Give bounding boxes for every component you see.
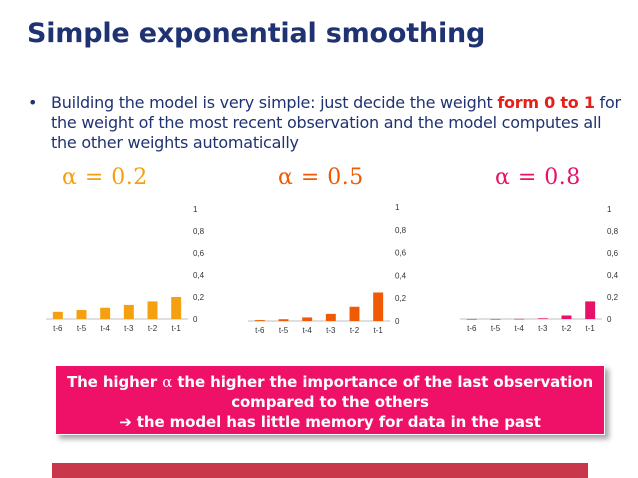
alpha-label-2: α = 0.5 <box>278 165 364 190</box>
bar-alpha-0-5-t-5 <box>278 319 289 321</box>
y-tick-label: 0,8 <box>607 227 619 236</box>
bar-alpha-0-5-t-1 <box>373 292 384 321</box>
y-tick-label: 1 <box>607 205 612 214</box>
alpha-symbol: α <box>162 373 173 391</box>
y-tick-label: 0 <box>607 315 612 324</box>
y-tick-label: 0,2 <box>193 293 205 302</box>
x-tick-label: t-5 <box>491 324 501 333</box>
alpha-label-3: α = 0.8 <box>495 165 581 190</box>
x-tick-label: t-3 <box>124 324 134 333</box>
x-tick-label: t-2 <box>350 326 360 335</box>
x-tick-label: t-5 <box>77 324 87 333</box>
slide-title: Simple exponential smoothing <box>27 18 486 49</box>
y-tick-label: 0,4 <box>607 271 619 280</box>
bullet-text-after: for the weight of the most recent observ… <box>51 93 621 152</box>
x-tick-label: t-2 <box>562 324 572 333</box>
y-tick-label: 0,6 <box>193 249 205 258</box>
bar-chart-alpha-0-2: 0 0,2 0,4 0,6 0,8 1 t-6 t-5 t-4 t-3 t-2 t-1 <box>46 205 205 333</box>
bar-alpha-0-8-t-2 <box>561 315 572 319</box>
x-tick-label: t-6 <box>53 324 63 333</box>
y-tick-label: 0,8 <box>395 226 407 235</box>
y-tick-label: 0 <box>395 317 400 326</box>
bar-alpha-0-8-t-5 <box>490 318 501 320</box>
bullet-text: Building the model is very simple: just … <box>51 93 628 153</box>
bar-alpha-0-2-t-4 <box>100 307 111 319</box>
x-tick-label: t-6 <box>467 324 477 333</box>
x-tick-label: t-4 <box>100 324 110 333</box>
bar-alpha-0-5-t-2 <box>349 306 360 321</box>
bar-chart-alpha-0-8: 0 0,2 0,4 0,6 0,8 1 t-6 t-5 t-4 t-3 t-2 t-1 <box>460 205 619 333</box>
x-tick-label: t-1 <box>585 324 595 333</box>
alpha-label-1: α = 0.2 <box>62 165 148 190</box>
y-tick-label: 0,2 <box>607 293 619 302</box>
footer-bar <box>52 463 588 478</box>
x-tick-label: t-4 <box>514 324 524 333</box>
bullet-dot: • <box>28 93 38 112</box>
bar-alpha-0-2-t-1 <box>171 297 182 319</box>
x-tick-label: t-1 <box>171 324 181 333</box>
y-tick-label: 0,6 <box>395 249 407 258</box>
x-tick-label: t-5 <box>279 326 289 335</box>
y-tick-label: 0 <box>193 315 198 324</box>
arrow-icon: ➔ <box>119 413 132 431</box>
callout-line1-after: the higher the importance of the last ob… <box>172 373 594 391</box>
bar-alpha-0-2-t-2 <box>147 301 158 319</box>
callout-line-1: The higher α the higher the importance o… <box>56 372 604 392</box>
x-tick-label: t-3 <box>326 326 336 335</box>
callout-line-2: compared to the others <box>231 393 429 411</box>
x-tick-label: t-1 <box>373 326 383 335</box>
y-tick-label: 0,6 <box>607 249 619 258</box>
bar-alpha-0-2-t-3 <box>123 304 134 319</box>
callout-line-3: ➔ the model has little memory for data i… <box>56 412 604 432</box>
bar-chart-alpha-0-5: 0 0,2 0,4 0,6 0,8 1 t-6 t-5 t-4 t-3 t-2 t-1 <box>248 203 407 335</box>
y-tick-label: 1 <box>395 203 400 212</box>
bar-alpha-0-8-t-4 <box>514 318 525 320</box>
y-tick-label: 0,4 <box>395 271 407 280</box>
x-tick-label: t-4 <box>302 326 312 335</box>
callout-line3-text: the model has little memory for data in … <box>131 413 541 431</box>
y-tick-label: 0,2 <box>395 294 407 303</box>
x-tick-label: t-6 <box>255 326 265 335</box>
bar-alpha-0-2-t-5 <box>76 309 87 319</box>
y-tick-label: 0,8 <box>193 227 205 236</box>
bar-alpha-0-8-t-1 <box>585 301 596 319</box>
bar-alpha-0-5-t-4 <box>302 317 313 321</box>
y-tick-label: 0,4 <box>193 271 205 280</box>
bar-alpha-0-8-t-3 <box>537 318 548 319</box>
y-tick-label: 1 <box>193 205 198 214</box>
bar-alpha-0-5-t-3 <box>325 313 336 321</box>
callout-box: The higher α the higher the importance o… <box>55 365 605 435</box>
bar-alpha-0-2-t-6 <box>52 311 63 319</box>
bar-alpha-0-5-t-6 <box>254 320 265 321</box>
callout-line1-before: The higher <box>66 373 163 391</box>
x-tick-label: t-3 <box>538 324 548 333</box>
bullet-text-before: Building the model is very simple: just … <box>51 93 498 112</box>
bullet-highlight: form 0 to 1 <box>497 93 595 112</box>
bullet-point: • Building the model is very simple: jus… <box>28 93 628 153</box>
x-tick-label: t-2 <box>148 324 158 333</box>
bar-alpha-0-8-t-6 <box>466 318 477 320</box>
